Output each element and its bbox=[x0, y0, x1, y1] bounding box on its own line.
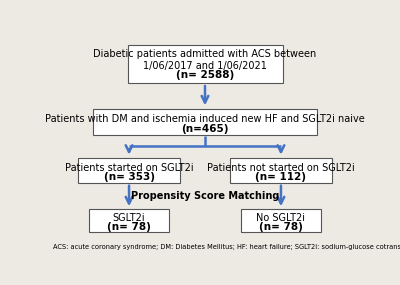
Text: No SGLT2i: No SGLT2i bbox=[256, 213, 306, 223]
Bar bbox=[78, 158, 180, 183]
Bar bbox=[241, 209, 321, 232]
Text: (n=465): (n=465) bbox=[181, 124, 229, 134]
Bar bbox=[128, 45, 282, 83]
Bar bbox=[89, 209, 169, 232]
Text: SGLT2i: SGLT2i bbox=[113, 213, 145, 223]
Text: (n= 112): (n= 112) bbox=[256, 172, 306, 182]
Text: ACS: acute coronary syndrome; DM: Diabetes Mellitus; HF: heart failure; SGLT2i: : ACS: acute coronary syndrome; DM: Diabet… bbox=[53, 244, 400, 250]
Text: (n= 78): (n= 78) bbox=[259, 222, 303, 232]
Text: Diabetic patients admitted with ACS between
1/06/2017 and 1/06/2021: Diabetic patients admitted with ACS betw… bbox=[93, 49, 317, 71]
Text: Patients not started on SGLT2i: Patients not started on SGLT2i bbox=[207, 163, 355, 173]
Text: (n= 2588): (n= 2588) bbox=[176, 70, 234, 80]
Bar bbox=[94, 109, 317, 135]
Text: (n= 353): (n= 353) bbox=[104, 172, 154, 182]
Text: Patients with DM and ischemia induced new HF and SGLT2i naive: Patients with DM and ischemia induced ne… bbox=[45, 114, 365, 124]
Text: Propensity Score Matching: Propensity Score Matching bbox=[131, 191, 279, 201]
Text: (n= 78): (n= 78) bbox=[107, 222, 151, 232]
Bar bbox=[230, 158, 332, 183]
Text: Patients started on SGLT2i: Patients started on SGLT2i bbox=[65, 163, 193, 173]
